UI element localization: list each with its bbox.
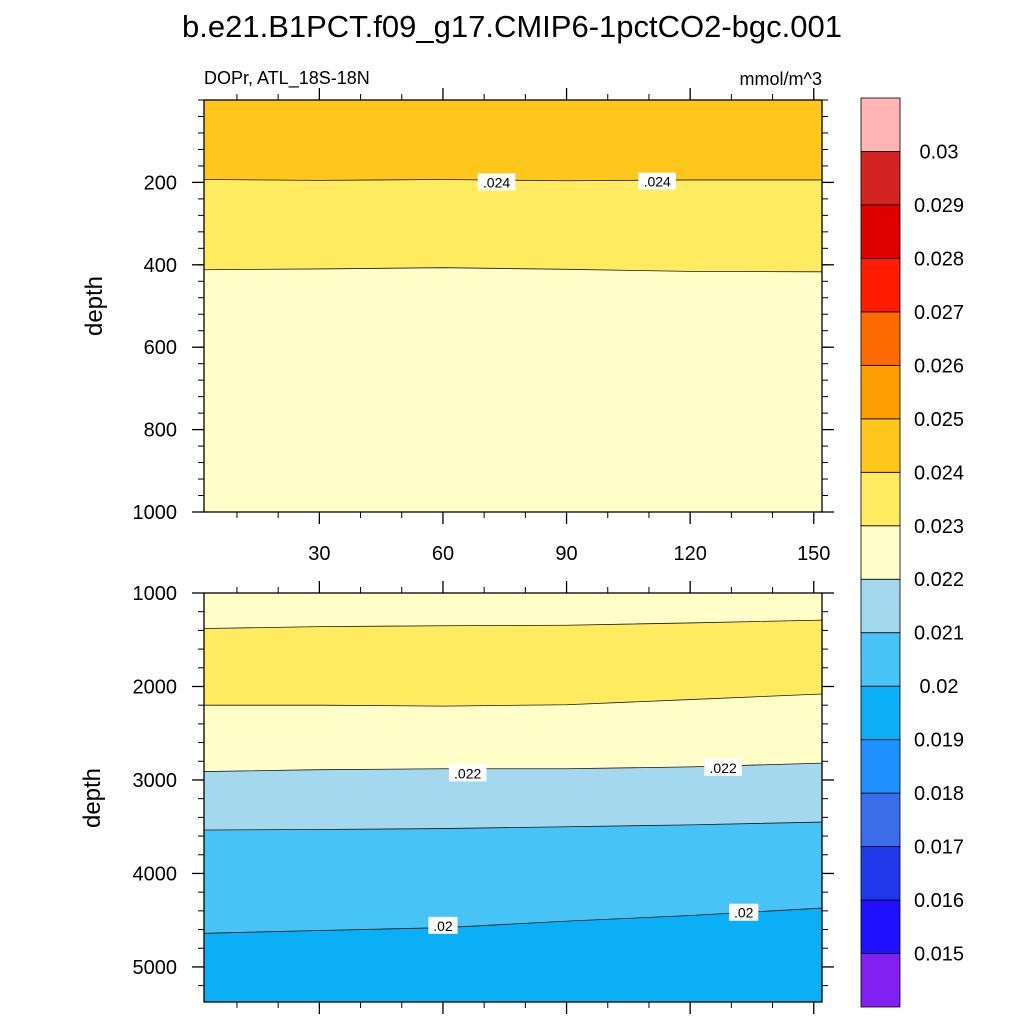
contour-label-bg-0 (477, 173, 516, 191)
contour-label-1: .022 (709, 760, 736, 776)
y-tick-label-2: 600 (144, 337, 177, 359)
y-tick-label-1: 2000 (133, 676, 178, 698)
chart-title: b.e21.B1PCT.f09_g17.CMIP6-1pctCO2-bgc.00… (182, 9, 842, 44)
contour-label-0: .022 (454, 765, 481, 781)
panel-frame (203, 592, 823, 1003)
contour-label-bg-2 (428, 916, 458, 934)
x-tick-label-2: 90 (555, 543, 577, 565)
colorbar-label-3: 0.018 (914, 783, 964, 805)
contour-line-1 (204, 267, 822, 273)
region-fill-5 (204, 908, 822, 1002)
contour-label-bg-3 (729, 903, 759, 921)
units-label: mmol/m^3 (740, 69, 822, 89)
lower-ylabel: depth (79, 768, 106, 828)
contour-label-bg-1 (704, 758, 742, 776)
region-fill-0 (204, 593, 822, 629)
colorbar-box-15 (860, 151, 901, 206)
colorbar-box-5 (860, 685, 901, 741)
region-fill-0 (204, 100, 822, 181)
colorbar-label-6: 0.021 (914, 623, 964, 645)
panel-lower: .022 .022 .02 .02 1000 2000 3000 4000 5000 (133, 581, 834, 1014)
contour-label-0: .024 (483, 174, 510, 190)
panel-frame (203, 99, 823, 513)
contour-line-3 (204, 821, 822, 831)
contour-label-3: .02 (734, 905, 754, 921)
left-subtitle: DOPr, ATL_18S-18N (204, 68, 370, 89)
x-tick-label-0: 30 (308, 543, 330, 565)
region-fill-3 (204, 763, 822, 830)
panel-upper: .024 .024 200 400 600 800 1000 30 60 90 120 150 (133, 88, 834, 565)
colorbar-box-14 (860, 204, 901, 259)
colorbar-label-0: 0.015 (914, 944, 964, 966)
colorbar-label-13: 0.028 (914, 248, 964, 270)
colorbar-label-9: 0.024 (914, 462, 964, 484)
y-tick-label-0: 1000 (133, 583, 178, 605)
x-tick-label-3: 120 (673, 543, 706, 565)
contour-label-bg-1 (638, 172, 676, 190)
colorbar-label-14: 0.029 (914, 195, 964, 217)
colorbar-box-2 (860, 846, 901, 901)
region-fill-2 (204, 267, 822, 512)
colorbar-label-10: 0.025 (914, 409, 964, 431)
colorbar-box-6 (860, 632, 901, 687)
y-tick-label-2: 3000 (133, 770, 178, 792)
colorbar-label-15: 0.03 (920, 141, 959, 163)
contour-line-0 (204, 619, 822, 629)
y-tick-label-4: 5000 (133, 957, 178, 979)
contour-label-1: .024 (644, 174, 671, 190)
colorbar-box-12 (860, 311, 901, 366)
colorbar-box-8 (860, 525, 901, 580)
colorbar-box-0 (860, 953, 901, 1008)
upper-ylabel: depth (81, 276, 108, 336)
contour-line-1 (204, 693, 822, 707)
colorbar-box-9 (860, 471, 901, 527)
y-tick-label-3: 4000 (133, 863, 178, 885)
region-fill-1 (204, 620, 822, 707)
region-fill-2 (204, 693, 822, 772)
colorbar-box-13 (860, 258, 901, 313)
contour-line-4 (204, 907, 822, 934)
colorbar-box-1 (860, 899, 901, 954)
filled-regions (204, 593, 822, 1002)
y-tick-label-4: 1000 (133, 502, 178, 524)
colorbar-label-8: 0.023 (914, 516, 964, 538)
region-fill-1 (204, 179, 822, 272)
y-tick-label-1: 400 (144, 255, 177, 277)
colorbar: 0.015 0.016 0.017 0.018 0.019 0.02 0.021 0.022 0… (860, 97, 964, 1008)
region-fill-4 (204, 822, 822, 934)
colorbar-box-7 (860, 578, 901, 634)
colorbar-box-10 (860, 418, 901, 473)
filled-regions (204, 100, 822, 512)
colorbar-label-7: 0.022 (914, 569, 964, 591)
colorbar-label-2: 0.017 (914, 837, 964, 859)
colorbar-box-16 (860, 97, 901, 152)
colorbar-label-1: 0.016 (914, 890, 964, 912)
y-tick-label-0: 200 (144, 172, 177, 194)
colorbar-label-11: 0.026 (914, 355, 964, 377)
colorbar-box-11 (860, 364, 901, 420)
colorbar-label-5: 0.02 (920, 676, 959, 698)
colorbar-box-4 (860, 739, 901, 794)
colorbar-label-4: 0.019 (914, 730, 964, 752)
colorbar-box-3 (860, 792, 901, 847)
contour-label-bg-0 (448, 764, 487, 782)
x-tick-label-1: 60 (432, 543, 454, 565)
y-tick-label-3: 800 (144, 420, 177, 442)
colorbar-label-12: 0.027 (914, 302, 964, 324)
contour-label-2: .02 (433, 918, 453, 934)
x-tick-label-4: 150 (797, 543, 830, 565)
